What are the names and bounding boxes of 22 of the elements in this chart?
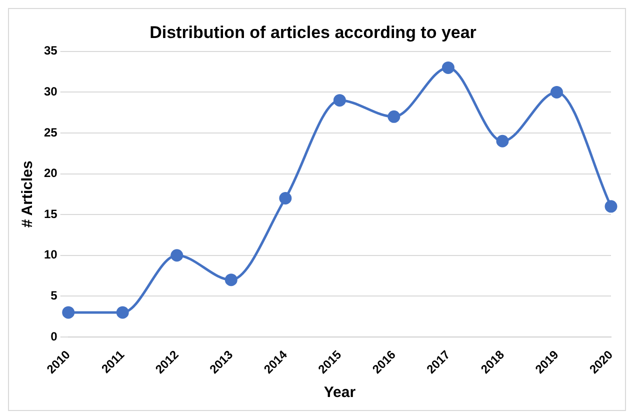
point [224,274,238,286]
point [604,200,618,213]
y-axis-title: # Articles [19,160,36,228]
point [388,110,400,123]
y-tick-label: 25 [44,125,58,140]
point [116,306,129,319]
y-tick-label: 5 [50,288,58,302]
x-axis-title: Year [324,384,356,402]
point [333,94,346,107]
point [62,306,75,319]
y-tick-label: 10 [44,248,58,262]
point [550,86,563,98]
y-tick-label: 30 [44,84,58,99]
point [442,61,454,74]
y-tick-label: 15 [44,206,58,221]
point [496,134,509,148]
point [170,249,184,262]
y-tick-label: 35 [44,44,58,58]
y-tick-label: 20 [44,166,58,180]
point [279,192,292,204]
y-tick-label: 0 [50,329,58,344]
chart-title: Distribution of articles according to year [150,22,477,42]
